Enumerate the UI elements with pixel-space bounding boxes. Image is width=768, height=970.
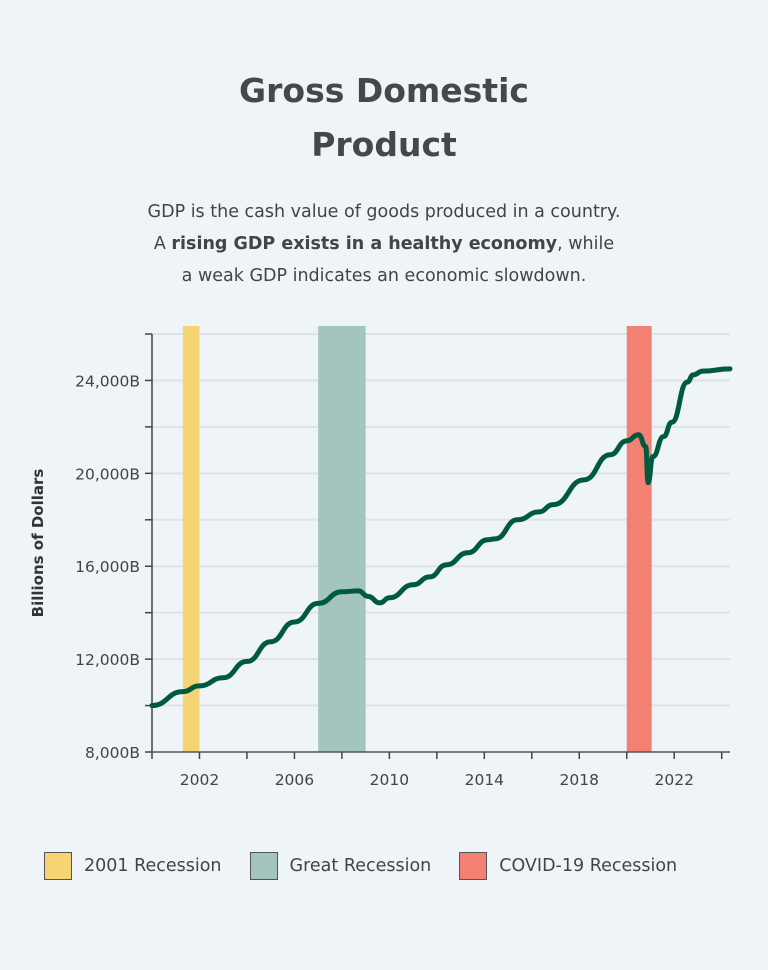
x-tick-label: 2002 xyxy=(180,771,219,789)
page-title: Gross Domestic Product xyxy=(0,64,768,172)
subtitle-line-1: GDP is the cash value of goods produced … xyxy=(147,202,621,222)
legend-label: 2001 Recession xyxy=(84,856,222,876)
gdp-chart: 8,000B 12,000B 16,000B 20,000B 24,000B 2002 20… xyxy=(29,326,733,789)
subtitle-line-3: a weak GDP indicates an economic slowdow… xyxy=(181,266,587,286)
x-tick-label: 2006 xyxy=(275,771,314,789)
subtitle-line-2: A rising GDP exists in a healthy economy… xyxy=(0,228,768,260)
recession-band xyxy=(182,326,200,752)
legend-item: COVID-19 Recession xyxy=(459,852,677,880)
legend-swatch xyxy=(44,852,72,880)
y-tick-label: 16,000B xyxy=(75,558,140,576)
legend-label: Great Recession xyxy=(289,856,432,876)
y-tick-label: 24,000B xyxy=(75,372,140,390)
y-tick-label: 8,000B xyxy=(85,744,140,762)
legend-swatch xyxy=(459,852,488,880)
legend-item: 2001 Recession xyxy=(44,852,222,880)
subtitle: GDP is the cash value of goods produced … xyxy=(0,196,768,292)
recession-band xyxy=(626,326,652,752)
legend-swatch xyxy=(249,852,278,880)
x-tick-label: 2022 xyxy=(654,771,693,789)
subtitle-text: A xyxy=(153,234,172,254)
x-tick-label: 2018 xyxy=(560,771,599,789)
legend-item: Great Recession xyxy=(249,852,432,880)
title-line-2: Product xyxy=(311,125,457,164)
x-tick-label: 2010 xyxy=(370,771,409,789)
subtitle-bold: rising GDP exists in a healthy economy xyxy=(171,234,558,254)
title-line-1: Gross Domestic xyxy=(239,71,529,110)
gdp-line xyxy=(149,366,733,709)
x-tick-label: 2014 xyxy=(465,771,504,789)
y-tick-label: 12,000B xyxy=(75,651,140,669)
y-axis-title: Billions of Dollars xyxy=(29,469,47,618)
y-tick-label: 20,000B xyxy=(75,465,140,483)
legend-label: COVID-19 Recession xyxy=(499,856,678,876)
recession-band xyxy=(318,326,366,752)
legend: 2001 Recession Great Recession COVID-19 Re… xyxy=(44,852,705,880)
subtitle-text: , while xyxy=(557,234,615,254)
